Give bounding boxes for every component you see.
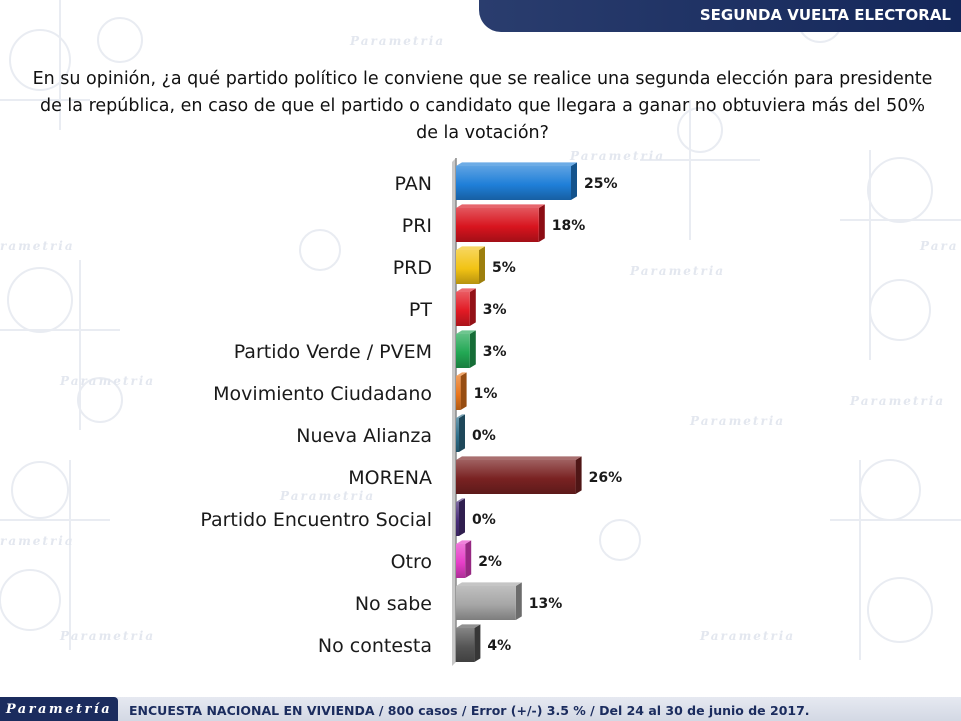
bar-side-partido-verde-pvem bbox=[469, 330, 476, 368]
header-banner: SEGUNDA VUELTA ELECTORAL bbox=[479, 0, 961, 32]
value-label-pt: 3% bbox=[483, 302, 507, 318]
value-label-otro: 2% bbox=[478, 554, 502, 570]
svg-text:Parametria: Parametria bbox=[349, 34, 445, 48]
survey-question: En su opinión, ¿a qué partido político l… bbox=[32, 69, 933, 143]
category-label-movimiento-ciudadano: Movimiento Ciudadano bbox=[213, 383, 432, 405]
bar-top-prd bbox=[456, 246, 485, 250]
svg-text:Parametria: Parametria bbox=[689, 414, 785, 428]
bar-partido-verde-pvem bbox=[456, 334, 470, 368]
header-title: SEGUNDA VUELTA ELECTORAL bbox=[699, 6, 951, 24]
bar-top-morena bbox=[456, 456, 582, 460]
value-label-no-contesta: 4% bbox=[487, 638, 511, 654]
footer-note: ENCUESTA NACIONAL EN VIVIENDA / 800 caso… bbox=[129, 703, 810, 718]
bar-side-movimiento-ciudadano bbox=[460, 372, 467, 410]
category-label-partido-verde-pvem: Partido Verde / PVEM bbox=[234, 341, 432, 363]
svg-text:Parametria: Parametria bbox=[59, 374, 155, 388]
bar-partido-encuentro-social bbox=[456, 502, 459, 536]
bar-side-pt bbox=[469, 288, 476, 326]
svg-text:Parametria: Parametria bbox=[629, 264, 725, 278]
bar-top-otro bbox=[456, 540, 472, 544]
value-label-nueva-alianza: 0% bbox=[472, 428, 496, 444]
bar-top-no-sabe bbox=[456, 582, 522, 586]
bar-top-partido-verde-pvem bbox=[456, 330, 476, 334]
category-label-no-contesta: No contesta bbox=[318, 635, 432, 657]
footer-bar bbox=[0, 697, 961, 721]
svg-text:Parametria: Parametria bbox=[699, 629, 795, 643]
bar-top-pan bbox=[456, 162, 577, 166]
bar-top-nueva-alianza bbox=[456, 414, 465, 418]
svg-text:Parametria: Parametria bbox=[59, 629, 155, 643]
value-label-morena: 26% bbox=[589, 470, 623, 486]
bar-side-prd bbox=[479, 246, 485, 284]
category-label-prd: PRD bbox=[393, 257, 432, 279]
category-label-no-sabe: No sabe bbox=[355, 593, 432, 615]
category-label-morena: MORENA bbox=[348, 467, 432, 489]
value-label-movimiento-ciudadano: 1% bbox=[474, 386, 498, 402]
bar-pan bbox=[456, 166, 571, 200]
bar-otro bbox=[456, 544, 466, 578]
value-label-partido-encuentro-social: 0% bbox=[472, 512, 496, 528]
bar-side-nueva-alianza bbox=[459, 414, 465, 452]
y-axis-wall bbox=[452, 158, 456, 666]
svg-text:Para: Para bbox=[919, 239, 959, 253]
bar-no-sabe bbox=[456, 586, 516, 620]
bar-morena bbox=[456, 460, 576, 494]
bar-no-contesta bbox=[456, 628, 475, 662]
value-label-prd: 5% bbox=[492, 260, 516, 276]
bar-pt bbox=[456, 292, 470, 326]
value-label-partido-verde-pvem: 3% bbox=[483, 344, 507, 360]
bar-top-pt bbox=[456, 288, 476, 292]
bar-top-pri bbox=[456, 204, 545, 208]
category-label-pri: PRI bbox=[402, 215, 432, 237]
svg-text:Parametria: Parametria bbox=[849, 394, 945, 408]
category-label-pt: PT bbox=[409, 299, 432, 321]
bar-side-partido-encuentro-social bbox=[459, 498, 465, 536]
svg-text:rametria: rametria bbox=[0, 239, 75, 253]
bar-side-pan bbox=[571, 162, 577, 200]
bar-side-morena bbox=[575, 456, 582, 494]
bar-top-partido-encuentro-social bbox=[456, 498, 465, 502]
bar-prd bbox=[456, 250, 479, 284]
category-label-partido-encuentro-social: Partido Encuentro Social bbox=[200, 509, 432, 531]
bar-movimiento-ciudadano bbox=[456, 376, 461, 410]
bar-side-no-sabe bbox=[515, 582, 522, 620]
footer-logo: Parametría bbox=[0, 697, 118, 721]
svg-text:rametria: rametria bbox=[0, 534, 75, 548]
bar-side-otro bbox=[465, 540, 472, 578]
category-label-nueva-alianza: Nueva Alianza bbox=[296, 425, 432, 447]
svg-text:Parametria: Parametria bbox=[569, 149, 665, 163]
value-label-pri: 18% bbox=[552, 218, 586, 234]
bar-side-no-contesta bbox=[474, 624, 481, 662]
bar-top-movimiento-ciudadano bbox=[456, 372, 467, 376]
category-label-pan: PAN bbox=[395, 173, 432, 195]
bar-top-no-contesta bbox=[456, 624, 481, 628]
category-label-otro: Otro bbox=[391, 551, 432, 573]
value-label-pan: 25% bbox=[584, 176, 618, 192]
value-label-no-sabe: 13% bbox=[529, 596, 563, 612]
bar-side-pri bbox=[538, 204, 545, 242]
bar-nueva-alianza bbox=[456, 418, 459, 452]
svg-text:Parametria: Parametria bbox=[279, 489, 375, 503]
bar-pri bbox=[456, 208, 539, 242]
